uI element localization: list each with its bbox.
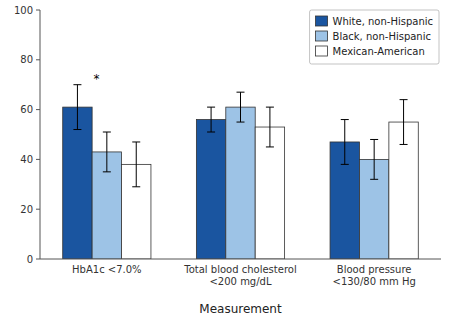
y-axis: 0 20 40 60 80 100 — [14, 5, 40, 265]
y-tick — [36, 10, 40, 11]
y-tick — [36, 159, 40, 160]
y-tick-label: 40 — [20, 154, 33, 165]
y-tick — [36, 259, 40, 260]
y-tick-label: 60 — [20, 104, 33, 115]
y-axis-line — [40, 10, 41, 259]
x-axis: HbA1c <7.0% Total blood cholesterol<200 m… — [40, 259, 441, 287]
y-tick-label: 80 — [20, 54, 33, 65]
error-bar — [266, 107, 274, 147]
error-bar — [73, 85, 81, 130]
y-tick-label: 100 — [14, 5, 33, 16]
legend: White, non-Hispanic Black, non-Hispanic Me… — [310, 10, 439, 64]
legend-swatch — [316, 46, 328, 56]
plot-area — [63, 85, 419, 259]
annotation: * — [94, 72, 100, 86]
legend-frame — [310, 10, 439, 64]
y-tick — [36, 209, 40, 210]
error-bar — [400, 100, 408, 145]
x-tick-label: HbA1c <7.0% — [72, 264, 142, 275]
bar — [196, 120, 225, 259]
error-bar — [103, 132, 111, 172]
error-bar — [237, 92, 245, 122]
legend-label: White, non-Hispanic — [333, 16, 433, 27]
x-tick-label: Total blood cholesterol<200 mg/dL — [183, 264, 296, 287]
legend-label: Mexican-American — [333, 46, 425, 57]
bar — [226, 107, 255, 259]
error-bar — [341, 120, 349, 165]
x-axis-label: Measurement — [199, 302, 282, 316]
y-tick-label: 20 — [20, 204, 33, 215]
legend-swatch — [316, 31, 328, 41]
y-tick — [36, 109, 40, 110]
error-bar — [132, 142, 140, 187]
error-bar — [370, 139, 378, 179]
x-tick-label: Blood pressure<130/80 mm Hg — [333, 264, 416, 287]
y-tick — [36, 59, 40, 60]
y-tick-label: 0 — [27, 254, 33, 265]
legend-label: Black, non-Hispanic — [333, 31, 431, 42]
legend-swatch — [316, 16, 328, 26]
chart: 0 20 40 60 80 100 HbA1c <7.0% Total blood chole… — [0, 0, 451, 321]
error-bar — [207, 107, 215, 132]
x-axis-line — [40, 259, 441, 260]
